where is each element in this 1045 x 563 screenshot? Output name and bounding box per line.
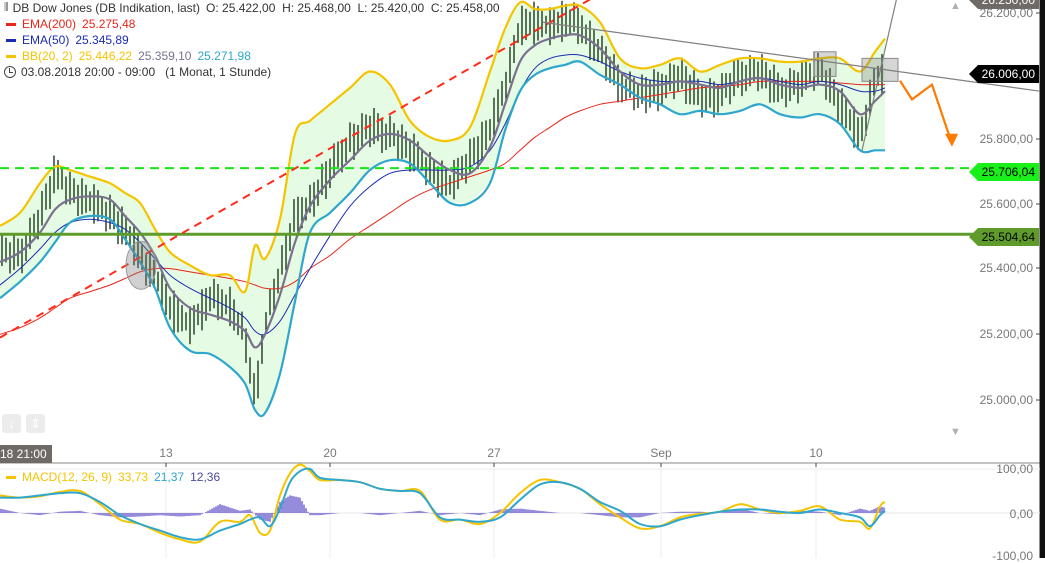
candles-icon[interactable]: ⫼ bbox=[4, 2, 9, 13]
bb-upper-line bbox=[0, 0, 886, 294]
macd-line bbox=[0, 463, 886, 544]
ema200-row[interactable]: EMA(200) 25.275,48 bbox=[4, 16, 500, 32]
signal-value: 21,37 bbox=[154, 470, 185, 484]
macd-axis-label-neg100: -100,00 bbox=[992, 549, 1033, 563]
x-tick-13: 13 bbox=[159, 446, 173, 460]
ohlc-values: O: 25.422,00 H: 25.468,00 L: 25.420,00 C… bbox=[206, 1, 500, 15]
histogram-value: 12,36 bbox=[190, 470, 221, 484]
macd-axis-label-0: 0,00 bbox=[1009, 507, 1033, 521]
projection-arrow bbox=[899, 80, 954, 145]
instrument-title: DB Dow Jones (DB Indikation, last) bbox=[12, 1, 201, 15]
arrow-head-icon bbox=[945, 133, 958, 147]
bb-row[interactable]: BB(20, 2) 25.446,22 25.359,10 25.271,98 bbox=[4, 48, 500, 64]
ema200-swatch bbox=[6, 22, 16, 26]
timeframe-text: 03.08.2018 20:00 - 09:00 (1 Monat, 1 Stu… bbox=[21, 65, 272, 79]
y-axis-label-25200: 25.200,00 bbox=[979, 327, 1033, 341]
macd-value: 33,73 bbox=[118, 470, 149, 484]
bb-upper-value: 25.446,22 bbox=[78, 49, 133, 63]
highlight-ellipse bbox=[125, 240, 157, 290]
bollinger-band-fill bbox=[0, 1, 885, 414]
current-price-tag: 26.006,00 bbox=[968, 65, 1039, 83]
window-edge bbox=[1040, 0, 1045, 558]
y-axis-label-26200: 26.200,00 bbox=[979, 6, 1033, 20]
instrument-row: ⫼ DB Dow Jones (DB Indikation, last) O: … bbox=[4, 0, 500, 16]
ema50-row[interactable]: EMA(50) 25.345,89 bbox=[4, 32, 500, 48]
ema50-swatch bbox=[6, 38, 16, 42]
trendline bbox=[542, 21, 1041, 92]
level-lower-tag: 25.504,64 bbox=[968, 228, 1039, 246]
macd-signal-line bbox=[0, 467, 886, 541]
resize-panel-button[interactable]: ⇕ bbox=[26, 414, 45, 433]
bb-lower-line bbox=[0, 60, 885, 418]
ema200-value: 25.275,48 bbox=[82, 17, 136, 31]
y-axis-top-cut-label: 26.250,00 bbox=[968, 0, 1039, 9]
ema200-label: EMA(200) bbox=[22, 17, 77, 31]
macd-axis-label-100: 100,00 bbox=[996, 462, 1033, 476]
trendline bbox=[861, 0, 897, 151]
bb-swatch bbox=[6, 54, 16, 58]
macd-legend[interactable]: MACD(12, 26, 9) 33,73 21,37 12,36 bbox=[4, 469, 220, 485]
bb-mid-value: 25.359,10 bbox=[138, 49, 192, 63]
macd-label: MACD(12, 26, 9) bbox=[22, 470, 113, 484]
ema50-label: EMA(50) bbox=[22, 33, 70, 47]
level-upper-tag: 25.706,04 bbox=[968, 163, 1039, 181]
crosshair-date-label: 18 21:00 bbox=[0, 445, 52, 463]
highlight-rectangle bbox=[813, 51, 837, 77]
bb-lower-value: 25.271,98 bbox=[197, 49, 251, 63]
x-tick-sep: Sep bbox=[650, 446, 672, 460]
x-tick-20: 20 bbox=[323, 446, 337, 460]
chart-legend: ⫼ DB Dow Jones (DB Indikation, last) O: … bbox=[4, 0, 500, 80]
bb-middle-line bbox=[0, 33, 886, 349]
y-axis-label-25400: 25.400,00 bbox=[979, 261, 1033, 275]
x-tick-27: 27 bbox=[487, 446, 501, 460]
y-axis-label-25600: 25.600,00 bbox=[979, 197, 1033, 211]
ema50-value: 25.345,89 bbox=[75, 33, 129, 47]
scroll-down-icon[interactable]: ▼ bbox=[950, 426, 961, 438]
timeframe-row[interactable]: 03.08.2018 20:00 - 09:00 (1 Monat, 1 Stu… bbox=[4, 64, 500, 80]
clock-icon bbox=[4, 66, 16, 78]
highlight-rectangle bbox=[861, 57, 899, 82]
trendline bbox=[0, 0, 592, 339]
x-tick-10: 10 bbox=[809, 446, 823, 460]
scroll-up-icon[interactable]: ▲ bbox=[950, 0, 961, 12]
macd-swatch bbox=[6, 475, 16, 479]
y-axis-label-25000: 25.000,00 bbox=[979, 393, 1033, 407]
bb-label: BB(20, 2) bbox=[22, 49, 73, 63]
y-axis-label-25800: 25.800,00 bbox=[979, 132, 1033, 146]
download-button[interactable]: ↓ bbox=[2, 414, 21, 433]
